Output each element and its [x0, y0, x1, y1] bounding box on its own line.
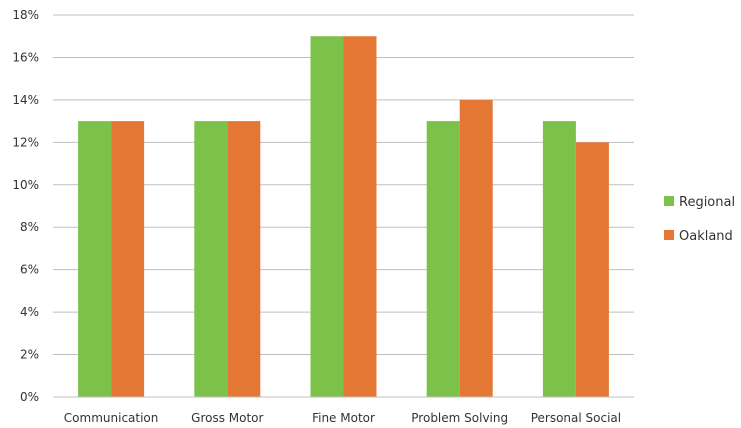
- bars: [78, 36, 609, 397]
- legend-swatch-oakland: [664, 230, 674, 240]
- x-tick-label: Fine Motor: [312, 411, 375, 425]
- y-tick-label: 12%: [12, 135, 39, 149]
- legend-swatch-regional: [664, 196, 674, 206]
- bar-regional: [194, 121, 227, 397]
- x-axis-ticks: Communication Gross Motor Fine Motor Proble…: [64, 411, 621, 425]
- y-tick-label: 6%: [20, 263, 39, 277]
- y-tick-label: 18%: [12, 8, 39, 22]
- bar-oakland: [576, 142, 609, 397]
- y-axis-ticks: 0% 2% 4% 6% 8% 10% 12% 14% 16% 18%: [12, 8, 39, 404]
- bar-regional: [78, 121, 111, 397]
- y-tick-label: 16%: [12, 50, 39, 64]
- bar-oakland: [460, 100, 493, 397]
- y-tick-label: 0%: [20, 390, 39, 404]
- x-tick-label: Communication: [64, 411, 159, 425]
- bar-regional: [311, 36, 344, 397]
- bar-regional: [427, 121, 460, 397]
- bar-oakland: [227, 121, 260, 397]
- y-tick-label: 14%: [12, 93, 39, 107]
- y-tick-label: 4%: [20, 305, 39, 319]
- bar-oakland: [344, 36, 377, 397]
- legend: Regional Oakland: [664, 195, 735, 244]
- bar-oakland: [111, 121, 144, 397]
- y-tick-label: 8%: [20, 220, 39, 234]
- y-tick-label: 10%: [12, 178, 39, 192]
- bar-regional: [543, 121, 576, 397]
- x-tick-label: Problem Solving: [411, 411, 508, 425]
- legend-label-oakland: Oakland: [679, 229, 733, 244]
- legend-label-regional: Regional: [679, 195, 735, 210]
- y-tick-label: 2%: [20, 348, 39, 362]
- x-tick-label: Personal Social: [531, 411, 621, 425]
- x-tick-label: Gross Motor: [191, 411, 263, 425]
